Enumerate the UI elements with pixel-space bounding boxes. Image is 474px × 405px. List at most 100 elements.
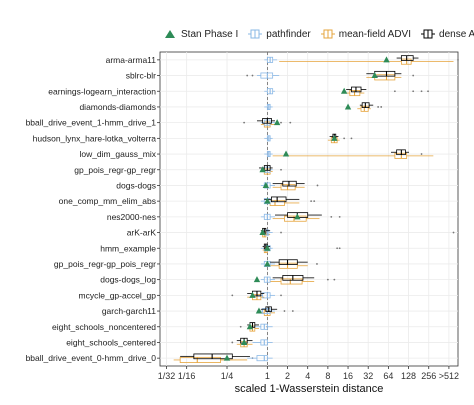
- box-iqr: [394, 152, 408, 159]
- box-iqr: [278, 262, 298, 269]
- dense-box: [260, 306, 278, 313]
- dense-box: [270, 259, 308, 265]
- stan-point: [294, 213, 301, 220]
- stan-point: [383, 56, 390, 63]
- y-tick-label: eight_schools_centered: [66, 337, 156, 347]
- box-icon: [248, 29, 263, 39]
- legend-item-pathfinder: pathfinder: [248, 28, 311, 40]
- outlier-point: [291, 310, 294, 312]
- x-tick-label: >512: [439, 371, 459, 381]
- y-tick-label: hudson_lynx_hare-lotka_volterra: [33, 133, 157, 143]
- x-tick-label: 8: [325, 371, 330, 381]
- y-tick-label: dogs-dogs: [116, 180, 156, 190]
- legend-label: dense ADVI: [439, 28, 474, 40]
- box-iqr: [284, 215, 307, 222]
- dense-box: [359, 102, 374, 108]
- outlier-point: [330, 215, 333, 218]
- outlier-point: [243, 121, 246, 124]
- y-tick-label: bball_drive_event_0-hmm_drive_0: [26, 353, 157, 363]
- outlier-point: [350, 137, 353, 140]
- stan-point: [340, 87, 348, 94]
- stan-point: [223, 354, 231, 361]
- outlier-point: [412, 74, 415, 77]
- box-iqr: [282, 180, 297, 187]
- x-tick-label: 1: [265, 371, 270, 381]
- dense-box: [346, 86, 367, 93]
- stan-point: [331, 134, 338, 141]
- outlier-point: [313, 200, 316, 203]
- path-box: [264, 103, 273, 110]
- dense-box: [272, 180, 305, 187]
- mf-box: [357, 105, 371, 112]
- plot-panel: [159, 51, 459, 367]
- x-tick-label: 32: [363, 371, 373, 381]
- outlier-point: [316, 263, 318, 265]
- box-iqr: [260, 72, 274, 79]
- stan-point: [262, 181, 270, 188]
- outlier-point: [343, 137, 346, 140]
- y-tick-label: arK-arK: [127, 228, 157, 238]
- stan-point: [371, 72, 378, 79]
- stan-point: [264, 260, 271, 267]
- box-icon: [320, 29, 335, 39]
- x-tick-label: 4: [305, 371, 310, 381]
- mf-box: [279, 58, 454, 65]
- stan-point: [264, 197, 271, 204]
- x-tick-label: 1/4: [221, 371, 234, 381]
- dense-box: [258, 165, 273, 171]
- stan-point: [259, 166, 266, 173]
- stan-point: [273, 119, 281, 126]
- box-iqr: [271, 196, 287, 203]
- path-box: [260, 276, 275, 283]
- stan-point: [253, 276, 261, 283]
- path-box: [252, 339, 273, 346]
- mf-box: [272, 215, 320, 222]
- outlier-point: [380, 106, 383, 108]
- box-iqr: [193, 353, 233, 360]
- y-tick-label: one_comp_mm_elim_abs: [59, 196, 156, 206]
- box-iqr: [280, 184, 296, 191]
- y-tick-label: gp_pois_regr-gp_pois_regr: [54, 259, 156, 269]
- x-tick-label: 64: [383, 371, 393, 381]
- path-box: [252, 323, 273, 330]
- y-tick-label: low_dim_gauss_mix: [79, 149, 156, 159]
- dense-box: [396, 55, 419, 61]
- outlier-point: [231, 294, 234, 297]
- outlier-point: [316, 184, 319, 187]
- outlier-point: [420, 153, 423, 155]
- legend-item-dense-advi: dense ADVI: [421, 28, 474, 40]
- legend-label: Stan Phase I: [181, 28, 239, 40]
- box-iqr: [400, 55, 414, 61]
- x-tick-label: 128: [401, 371, 416, 381]
- outlier-point: [251, 74, 254, 77]
- dense-box: [180, 353, 250, 360]
- outlier-point: [280, 121, 282, 124]
- outlier-point: [280, 168, 282, 171]
- y-tick-label: nes2000-nes: [107, 212, 156, 222]
- y-tick-label: dogs-dogs_log: [100, 275, 156, 285]
- outlier-point: [310, 200, 313, 203]
- y-tick-label: arma-arma11: [106, 55, 157, 65]
- legend-item-stan: Stan Phase I: [163, 28, 238, 40]
- dense-box: [247, 322, 259, 328]
- stan-point: [259, 229, 266, 236]
- stan-point: [240, 338, 248, 345]
- outlier-point: [326, 278, 329, 281]
- x-tick-label: 256: [421, 371, 436, 381]
- y-tick-label: diamonds-diamonds: [79, 102, 156, 112]
- x-axis-label: scaled 1-Wasserstein distance: [235, 383, 384, 395]
- outlier-point: [280, 294, 282, 297]
- stan-point: [344, 103, 352, 110]
- box-iqr: [262, 308, 271, 315]
- outlier-point: [246, 74, 249, 77]
- legend-item-mean-field-advi: mean-field ADVI: [320, 28, 411, 40]
- outlier-point: [420, 90, 423, 93]
- x-tick-label: 2: [285, 371, 290, 381]
- path-box: [264, 151, 273, 158]
- path-box: [264, 88, 275, 95]
- outlier-point: [289, 121, 292, 124]
- y-tick-label: bball_drive_event_1-hmm_drive_1: [26, 118, 157, 128]
- dense-box: [256, 118, 275, 124]
- box-icon: [421, 29, 436, 39]
- outlier-point: [333, 278, 336, 281]
